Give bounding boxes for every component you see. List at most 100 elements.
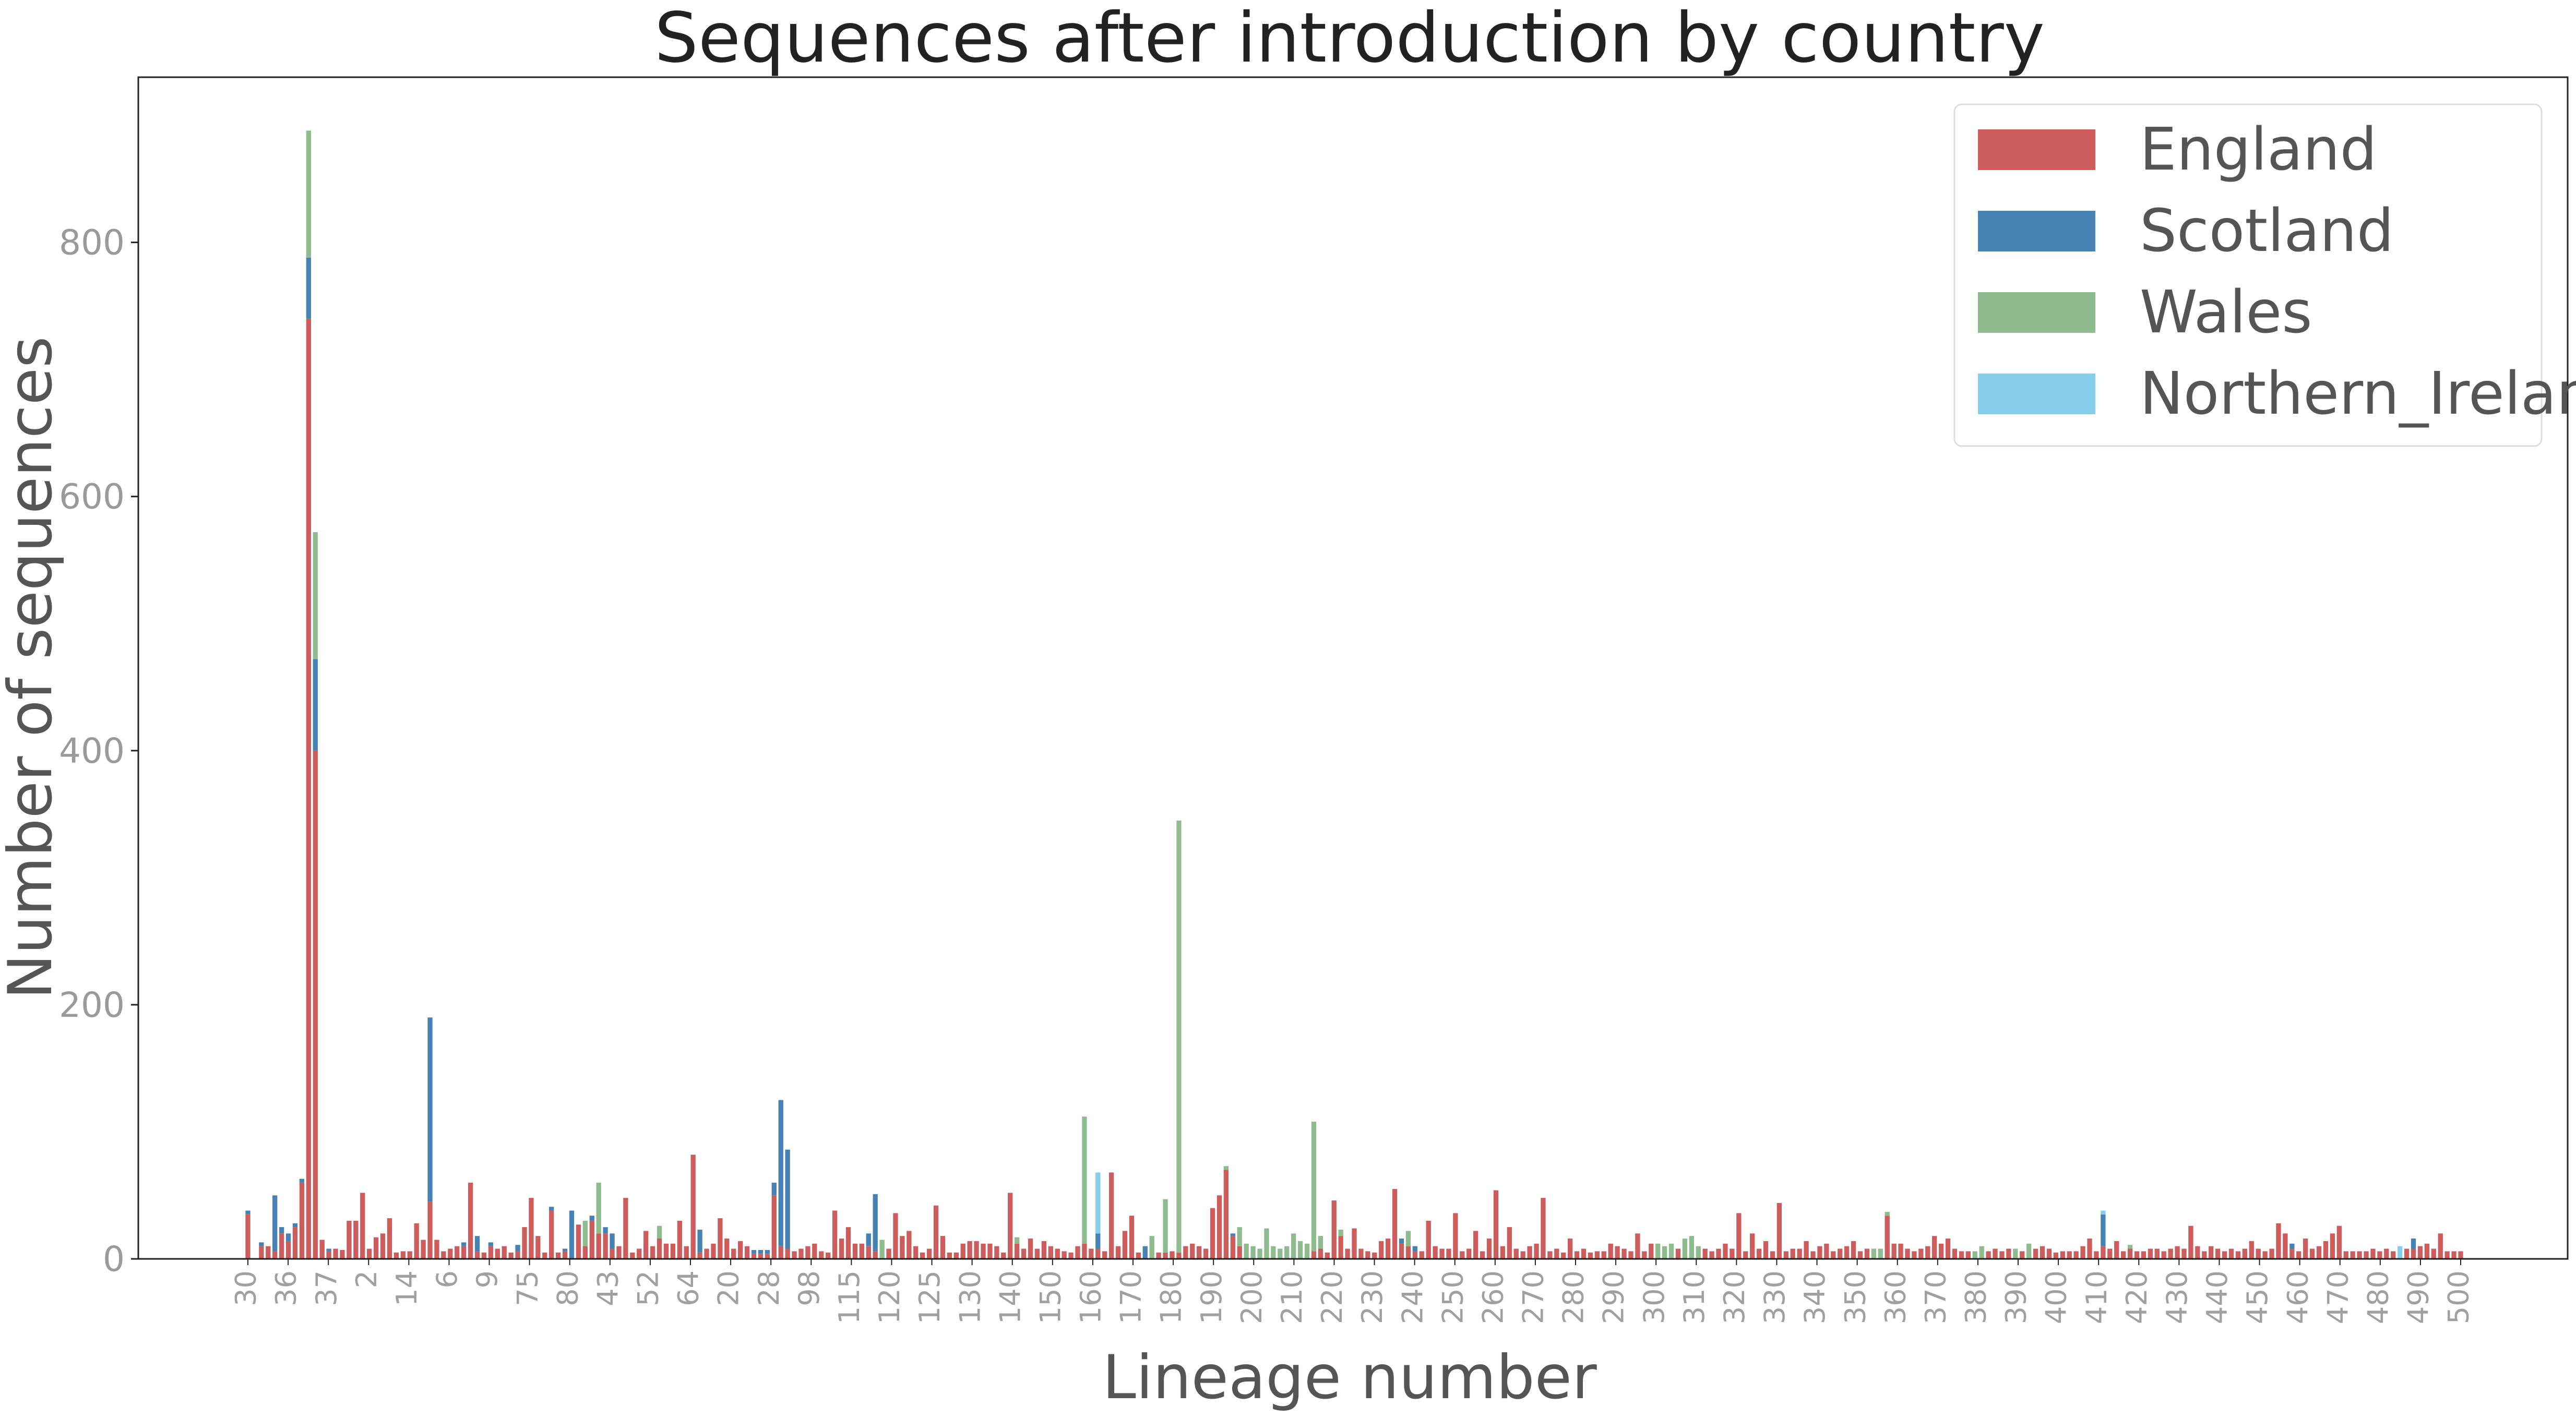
- x-tick-label: 160: [1075, 1270, 1107, 1324]
- bar-england-22: [393, 1252, 399, 1259]
- x-tick-label: 140: [994, 1270, 1027, 1324]
- bar-england-282: [2148, 1248, 2153, 1259]
- bar-england-73: [738, 1241, 743, 1259]
- bar-england-219: [1723, 1243, 1728, 1259]
- bar-england-302: [2283, 1233, 2288, 1259]
- bar-england-279: [2127, 1248, 2133, 1259]
- bar-england-199: [1588, 1252, 1593, 1259]
- bar-england-146: [1230, 1236, 1235, 1259]
- bar-england-12: [326, 1251, 331, 1259]
- bar-england-58: [637, 1248, 642, 1259]
- x-tick-label: 490: [2402, 1270, 2435, 1324]
- bar-england-192: [1541, 1198, 1546, 1259]
- bar-england-162: [1338, 1236, 1343, 1259]
- y-axis-title: Number of sequences: [0, 337, 66, 1000]
- bar-wales-52: [596, 1182, 601, 1234]
- bar-england-181: [1466, 1248, 1472, 1259]
- bar-england-223: [1750, 1233, 1755, 1259]
- x-tick-label: 470: [2321, 1270, 2354, 1324]
- bar-england-228: [1783, 1251, 1788, 1259]
- bar-england-26: [421, 1240, 426, 1259]
- bar-england-124: [1082, 1243, 1087, 1259]
- bar-england-164: [1352, 1228, 1357, 1259]
- bar-england-28: [434, 1240, 439, 1259]
- bar-england-197: [1574, 1251, 1580, 1259]
- x-tick-label: 120: [873, 1270, 906, 1324]
- bar-england-140: [1190, 1243, 1195, 1259]
- bar-england-66: [690, 1155, 696, 1259]
- x-tick-label: 320: [1718, 1270, 1751, 1324]
- bar-wales-243: [1885, 1211, 1890, 1216]
- bar-england-107: [967, 1241, 972, 1259]
- bar-england-93: [873, 1251, 878, 1259]
- bar-scotland-146: [1230, 1233, 1235, 1236]
- bar-england-205: [1628, 1251, 1633, 1259]
- bar-england-88: [839, 1239, 844, 1259]
- legend-swatch-england: [1978, 129, 2095, 170]
- bar-england-168: [1379, 1241, 1384, 1259]
- bar-england-322: [2417, 1246, 2423, 1259]
- x-tick-label: 14: [390, 1270, 423, 1306]
- legend-label-england: England: [2140, 116, 2377, 184]
- bar-england-49: [576, 1224, 581, 1259]
- bar-england-83: [805, 1246, 810, 1259]
- bar-england-299: [2262, 1251, 2268, 1259]
- bar-scotland-45: [549, 1207, 554, 1211]
- bar-england-82: [798, 1248, 804, 1259]
- bar-england-195: [1561, 1252, 1566, 1259]
- bar-england-120: [1055, 1248, 1060, 1259]
- bar-wales-213: [1682, 1239, 1688, 1259]
- bar-england-176: [1433, 1246, 1438, 1259]
- x-tick-label: 180: [1155, 1270, 1188, 1324]
- bar-england-13: [333, 1248, 338, 1259]
- x-tick-label: 200: [1235, 1270, 1268, 1324]
- bar-england-25: [414, 1223, 419, 1259]
- bar-england-135: [1156, 1252, 1161, 1259]
- bar-england-166: [1365, 1251, 1370, 1259]
- bar-england-9: [306, 318, 311, 1259]
- x-tick-label: 250: [1436, 1270, 1469, 1324]
- x-tick-label: 480: [2362, 1270, 2394, 1324]
- bar-england-128: [1108, 1172, 1114, 1259]
- bar-england-193: [1547, 1251, 1553, 1259]
- x-tick-label: 430: [2161, 1270, 2193, 1324]
- bar-england-286: [2175, 1246, 2180, 1259]
- y-tick-label: 800: [59, 223, 125, 263]
- bar-england-34: [474, 1251, 480, 1259]
- bar-england-315: [2370, 1248, 2376, 1259]
- x-tick-label: 20: [712, 1270, 745, 1306]
- bar-england-31: [455, 1246, 460, 1259]
- bar-england-275: [2101, 1246, 2106, 1259]
- bar-england-309: [2330, 1233, 2335, 1259]
- bar-england-206: [1635, 1233, 1640, 1259]
- legend-label-northern-ireland: Northern_Ireland: [2140, 360, 2576, 428]
- bar-england-6: [285, 1241, 291, 1259]
- bar-scotland-0: [245, 1210, 251, 1215]
- bar-england-41: [522, 1227, 527, 1259]
- bar-england-64: [677, 1220, 682, 1259]
- bar-england-77: [765, 1254, 770, 1259]
- bar-england-18: [367, 1248, 372, 1259]
- x-tick-label: 130: [953, 1270, 986, 1324]
- bar-wales-9: [306, 130, 311, 258]
- bar-england-317: [2384, 1248, 2389, 1259]
- bar-england-180: [1460, 1251, 1465, 1259]
- bar-england-260: [1999, 1251, 2005, 1259]
- bar-england-251: [1938, 1243, 1944, 1259]
- bar-scotland-54: [610, 1233, 615, 1249]
- x-tick-label: 330: [1758, 1270, 1791, 1324]
- bar-england-63: [670, 1243, 676, 1259]
- bar-england-95: [886, 1248, 891, 1259]
- bar-england-123: [1075, 1246, 1080, 1259]
- bar-england-190: [1527, 1246, 1532, 1259]
- bar-england-234: [1824, 1243, 1829, 1259]
- bar-scotland-10: [313, 659, 318, 751]
- bar-england-55: [616, 1246, 622, 1259]
- y-axis: 0 200 400 600 800: [59, 223, 138, 1279]
- bar-england-311: [2343, 1251, 2348, 1259]
- bar-england-294: [2228, 1248, 2234, 1259]
- bar-england-104: [947, 1252, 952, 1259]
- bar-england-187: [1507, 1227, 1512, 1259]
- bar-scotland-173: [1412, 1246, 1417, 1252]
- bar-england-240: [1864, 1248, 1870, 1259]
